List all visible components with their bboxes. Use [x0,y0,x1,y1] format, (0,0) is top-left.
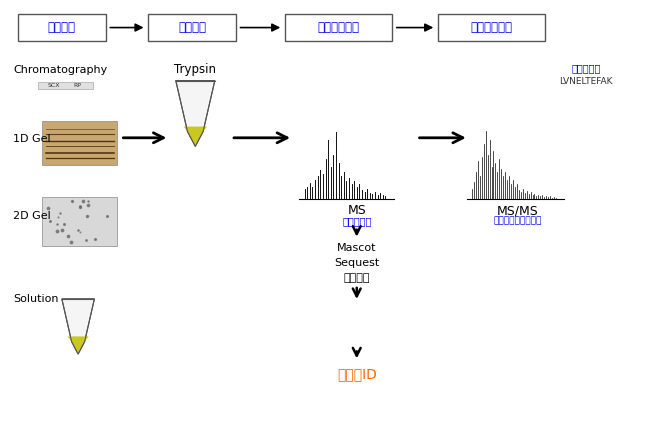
Text: LVNELTEFAK: LVNELTEFAK [559,77,613,86]
Text: SCX: SCX [48,83,60,88]
Text: 一级质谱鉴定: 一级质谱鉴定 [318,21,359,34]
Text: 蛋白分离: 蛋白分离 [48,21,76,34]
Text: MS/MS: MS/MS [497,204,538,218]
Polygon shape [176,81,215,146]
Text: 肽序列标签: 肽序列标签 [571,63,601,73]
FancyBboxPatch shape [18,14,105,41]
Polygon shape [62,299,94,354]
Text: 蛋白质ID: 蛋白质ID [337,367,377,381]
Polygon shape [68,336,89,354]
Polygon shape [184,127,207,146]
Text: Trypsin: Trypsin [174,64,216,76]
FancyBboxPatch shape [285,14,392,41]
Text: Mascot
Sequest
软件分析: Mascot Sequest 软件分析 [334,243,380,283]
Bar [42,197,117,246]
Text: 2D Gel: 2D Gel [13,211,51,221]
Text: MS: MS [348,204,366,218]
Text: RP: RP [74,83,81,88]
Bar [38,82,93,89]
Text: 肽片段二级碎裂图谱: 肽片段二级碎裂图谱 [493,216,542,225]
Text: Solution: Solution [13,294,59,304]
Text: 肽质指纹谱: 肽质指纹谱 [342,216,372,226]
FancyBboxPatch shape [148,14,236,41]
Text: 二级质谱鉴定: 二级质谱鉴定 [471,21,512,34]
Text: 蛋白酶切: 蛋白酶切 [178,21,206,34]
Bar [42,121,117,165]
Text: Chromatography: Chromatography [13,65,107,75]
Text: 1D Gel: 1D Gel [13,134,51,144]
FancyBboxPatch shape [437,14,545,41]
